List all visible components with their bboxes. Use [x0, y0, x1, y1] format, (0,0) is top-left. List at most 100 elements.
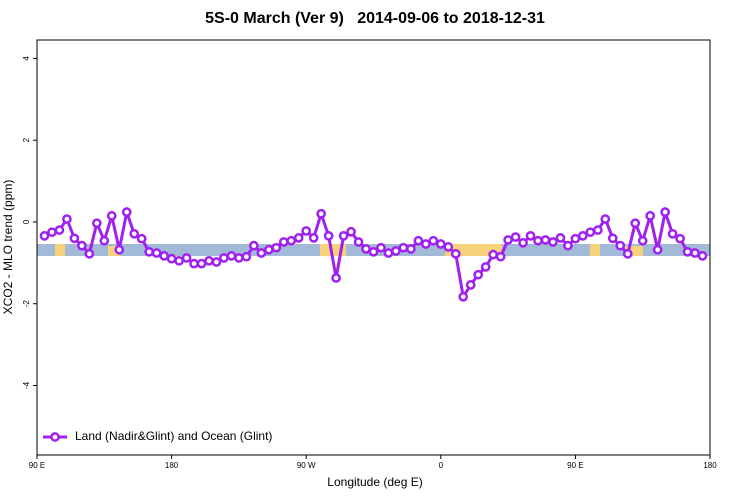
y-tick-label: -4 [22, 381, 31, 389]
data-point [503, 235, 513, 245]
data-point [62, 214, 72, 224]
y-tick-label: -2 [22, 300, 31, 308]
y-tick-label: 4 [22, 56, 31, 61]
data-point [226, 251, 237, 261]
data-point [637, 235, 648, 246]
data-point [174, 255, 184, 266]
data-point [555, 233, 566, 243]
legend-marker [50, 432, 60, 442]
data-point [645, 210, 656, 221]
data-point [91, 218, 102, 229]
data-point [660, 207, 670, 217]
data-point [667, 228, 678, 239]
data-point [308, 233, 319, 243]
data-point [480, 262, 491, 272]
data-point [234, 253, 244, 263]
data-point [570, 233, 581, 244]
data-point [353, 237, 364, 247]
data-point [249, 240, 259, 251]
x-tick-label: 90 E [29, 461, 45, 470]
data-point [420, 239, 431, 249]
data-point [533, 235, 543, 246]
data-point [600, 214, 611, 224]
data-point [675, 233, 685, 244]
data-point [129, 228, 140, 239]
data-point [144, 246, 155, 257]
data-point [592, 225, 603, 235]
data-point [121, 207, 132, 217]
data-point [159, 251, 169, 261]
y-tick-label: 0 [22, 219, 31, 224]
data-point [241, 251, 252, 262]
data-point [413, 235, 424, 246]
data-point [495, 251, 506, 262]
data-point [286, 235, 297, 246]
data-point [518, 237, 528, 248]
data-point [54, 225, 65, 235]
data-point [465, 280, 476, 290]
data-point [368, 246, 379, 257]
data-point [84, 248, 95, 259]
data-point [338, 230, 349, 241]
y-axis-label: XCO2 - MLO trend (ppm) [1, 180, 15, 315]
data-point [361, 244, 371, 254]
x-tick-label: 90 W [297, 461, 316, 470]
y-tick-label: 2 [22, 137, 31, 142]
plot-frame [36, 39, 711, 456]
data-point [615, 240, 626, 251]
x-tick-label: 180 [703, 461, 717, 470]
data-point [136, 233, 147, 244]
data-point [196, 258, 207, 269]
data-point [323, 230, 334, 241]
data-point [473, 269, 484, 280]
data-point [690, 248, 700, 258]
data-point [607, 233, 618, 244]
data-point [406, 244, 416, 254]
data-point [585, 227, 596, 238]
data-point [263, 244, 274, 255]
legend-label: Land (Nadir&Glint) and Ocean (Glint) [75, 429, 272, 443]
data-point [301, 226, 312, 236]
data-point [391, 246, 401, 256]
data-point [697, 251, 708, 261]
data-point [376, 242, 386, 253]
data-point [435, 239, 446, 249]
data-point [189, 258, 199, 269]
data-point [151, 248, 162, 258]
data-point [114, 244, 125, 255]
x-tick-label: 0 [439, 461, 444, 470]
data-point [428, 235, 439, 246]
data-point [166, 253, 177, 264]
data-point [630, 218, 641, 229]
data-point [39, 230, 50, 241]
data-point [106, 210, 117, 221]
data-point [652, 244, 663, 255]
data-point [271, 242, 282, 253]
data-point [622, 248, 633, 259]
x-axis-label: Longitude (deg E) [327, 475, 422, 489]
data-point [548, 237, 558, 247]
data-point [510, 232, 521, 242]
data-point [458, 291, 469, 302]
data-point [316, 208, 327, 219]
data-point [525, 230, 536, 241]
data-point [204, 255, 214, 266]
data-point [488, 249, 498, 260]
data-point [540, 235, 551, 245]
data-point [682, 246, 693, 257]
data-point [563, 240, 573, 251]
data-point [181, 253, 192, 263]
data-point [331, 273, 341, 283]
data-point [398, 242, 409, 253]
data-point [99, 235, 110, 246]
data-point [211, 257, 222, 267]
data-point [219, 253, 229, 263]
x-tick-label: 180 [165, 461, 179, 470]
data-point [346, 226, 356, 237]
data-point [383, 248, 394, 258]
data-point [278, 237, 289, 247]
data-point [450, 248, 461, 259]
data-point [47, 227, 57, 238]
data-point [256, 248, 267, 258]
